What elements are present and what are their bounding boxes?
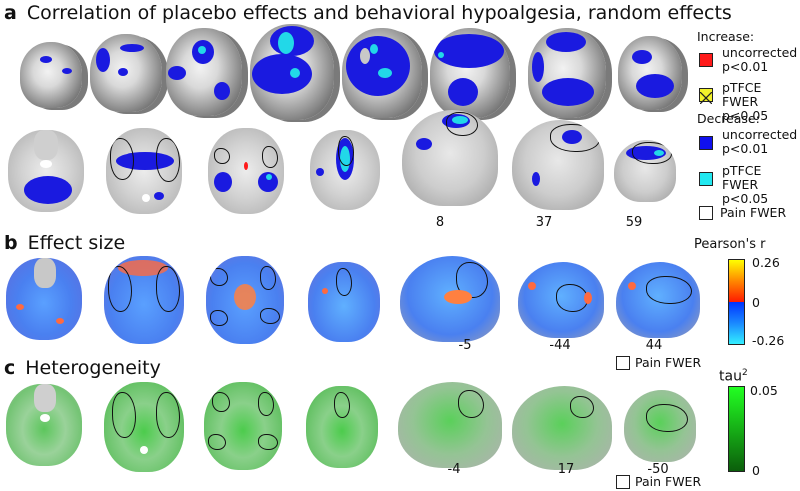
- uncorrected-increase-swatch: [699, 53, 713, 67]
- pTFCE-increase-swatch: [699, 88, 713, 105]
- brain-coronal-slice-3: [166, 28, 242, 116]
- tau-colorbar: [728, 386, 745, 472]
- slice-label-c-1: -4: [447, 462, 461, 477]
- legend-label-line1: pTFCE FWER: [722, 80, 762, 109]
- brain-axial-heterogeneity-3: [204, 382, 282, 470]
- brain-axial-effect-1: [6, 258, 82, 340]
- colorbar-pearson-max: 0.26: [752, 255, 780, 270]
- legend-label-line1: uncorrected: [722, 127, 798, 142]
- brain-axial-heterogeneity-1: [6, 384, 82, 466]
- brain-coronal-slice-4: [250, 24, 334, 120]
- pearson-colorbar: [728, 259, 745, 345]
- brain-axial-heterogeneity-4: [306, 386, 378, 468]
- pain-fwer-outline-swatch: [699, 206, 713, 220]
- colorbar-tau-superscript: 2: [741, 368, 748, 378]
- slice-label-a-2: 37: [535, 215, 553, 230]
- legend-pain-fwer-label-c: Pain FWER: [635, 474, 702, 489]
- brain-coronal-slice-7: [528, 28, 606, 118]
- slice-label-a-1: 8: [435, 215, 445, 230]
- brain-sagittal-heterogeneity-minus50: [624, 390, 696, 462]
- legend-increase-pTFCE-label: pTFCE FWER p<0.05: [722, 81, 800, 123]
- brain-sagittal-effect-minus44: [518, 262, 604, 338]
- brain-coronal-slice-5: [342, 28, 422, 118]
- colorbar-pearson-title: Pearson's r: [694, 237, 766, 252]
- legend-pain-fwer-label-b: Pain FWER: [635, 355, 702, 370]
- brain-axial-effect-4: [308, 262, 380, 342]
- brain-sagittal-heterogeneity-minus4: [398, 382, 502, 468]
- legend-label-line2: p<0.05: [722, 191, 769, 206]
- panel-c-letter: c: [4, 357, 16, 379]
- brain-coronal-slice-6: [430, 28, 510, 118]
- panel-a-title-text: Correlation of placebo effects and behav…: [26, 2, 732, 24]
- legend-pain-fwer-label: Pain FWER: [720, 205, 787, 220]
- pain-fwer-outline-swatch-c: [616, 475, 630, 489]
- legend-increase-uncorrected-label: uncorrected p<0.01: [722, 46, 797, 74]
- cross-mark-icon: [699, 91, 713, 105]
- panel-c-title: c Heterogeneity: [4, 357, 161, 379]
- colorbar-pearson-mid: 0: [752, 295, 760, 310]
- slice-label-b-3: 44: [645, 338, 663, 353]
- slice-label-c-3: -50: [647, 462, 669, 477]
- brain-sagittal-effect-minus5: [400, 256, 500, 342]
- brain-axial-slice-4: [310, 130, 380, 210]
- legend-decrease-uncorrected-label: uncorrected p<0.01: [722, 128, 797, 156]
- panel-b-title: b Effect size: [4, 232, 125, 254]
- brain-axial-slice-1: [8, 130, 84, 212]
- panel-c-title-text: Heterogeneity: [25, 357, 161, 379]
- panel-a-title: a Correlation of placebo effects and beha…: [4, 2, 732, 24]
- brain-sagittal-slice-59: [614, 140, 676, 202]
- brain-axial-slice-2: [106, 128, 182, 214]
- brain-axial-heterogeneity-2: [104, 382, 184, 472]
- legend-label-line1: uncorrected: [722, 45, 798, 60]
- brain-sagittal-slice-37: [512, 120, 604, 210]
- colorbar-tau-min: 0: [752, 463, 760, 478]
- uncorrected-decrease-swatch: [699, 136, 713, 150]
- brain-sagittal-heterogeneity-17: [512, 386, 612, 470]
- slice-label-b-2: -44: [549, 338, 571, 353]
- colorbar-tau-title-text: tau: [719, 368, 742, 385]
- pain-fwer-outline-swatch-b: [616, 356, 630, 370]
- legend-decrease-pTFCE-label: pTFCE FWER p<0.05: [722, 164, 800, 206]
- pTFCE-decrease-swatch: [699, 172, 713, 186]
- legend-decrease-header: Decrease:: [697, 111, 760, 126]
- colorbar-tau-title: tau2: [719, 366, 748, 384]
- legend-label-line2: p<0.01: [722, 141, 769, 156]
- legend-label-line2: p<0.05: [722, 108, 769, 123]
- slice-label-a-3: 59: [625, 215, 643, 230]
- brain-coronal-slice-1: [20, 42, 82, 108]
- brain-axial-slice-3: [208, 128, 284, 214]
- slice-label-c-2: 17: [557, 462, 575, 477]
- slice-label-b-1: -5: [458, 338, 472, 353]
- brain-sagittal-effect-44: [616, 262, 700, 338]
- legend-increase-header: Increase:: [697, 29, 755, 44]
- panel-a-letter: a: [4, 2, 17, 24]
- brain-coronal-slice-2: [90, 34, 162, 112]
- brain-axial-effect-3: [206, 256, 284, 344]
- legend-label-line1: pTFCE FWER: [722, 163, 762, 192]
- brain-coronal-slice-8: [618, 36, 682, 110]
- brain-sagittal-slice-8: [402, 110, 498, 206]
- panel-b-letter: b: [4, 232, 18, 254]
- colorbar-pearson-min: -0.26: [752, 333, 785, 348]
- panel-b-title-text: Effect size: [27, 232, 126, 254]
- brain-axial-effect-2: [104, 256, 184, 344]
- colorbar-tau-max: 0.05: [750, 383, 778, 398]
- legend-label-line2: p<0.01: [722, 59, 769, 74]
